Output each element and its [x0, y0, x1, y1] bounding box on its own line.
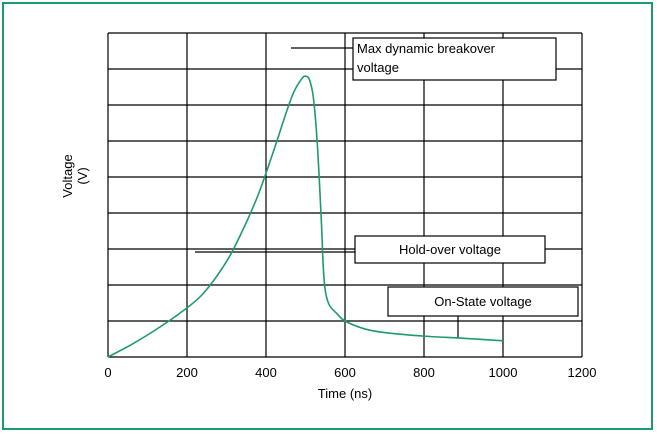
annotation-label: On-State voltage	[434, 294, 532, 309]
annotation-box	[387, 286, 579, 317]
voltage-curve	[107, 75, 504, 358]
y-axis-unit: (V)	[75, 167, 90, 184]
x-tick-label: 400	[255, 365, 277, 380]
annotation-label: voltage	[357, 60, 399, 75]
annotation-label: Max dynamic breakover	[357, 41, 496, 56]
annotation-label: Hold-over voltage	[399, 242, 501, 257]
x-tick-label: 800	[413, 365, 435, 380]
figure-frame	[2, 2, 653, 430]
x-tick-label: 200	[176, 365, 198, 380]
y-axis-title: Voltage	[60, 154, 75, 197]
x-tick-label: 600	[334, 365, 356, 380]
x-tick-label: 0	[104, 365, 111, 380]
x-axis-title: Time (ns)	[318, 386, 372, 401]
x-tick-label: 1200	[568, 365, 597, 380]
x-tick-label: 1000	[489, 365, 518, 380]
annotation-box	[352, 37, 557, 81]
annotation-box	[354, 235, 546, 264]
